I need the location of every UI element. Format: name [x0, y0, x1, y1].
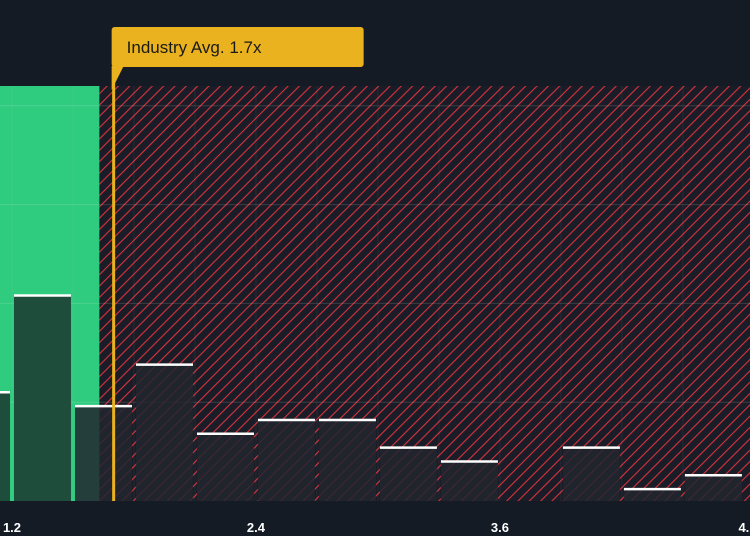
- histogram-bar: [135, 364, 193, 501]
- gridlines: [0, 86, 750, 501]
- histogram-bar: [379, 447, 437, 501]
- histogram-bars: [0, 294, 742, 501]
- histogram-bar: [196, 433, 254, 501]
- x-tick-label: 4.: [738, 520, 749, 535]
- histogram-bar: [14, 295, 71, 501]
- overvalued-region: [99, 86, 750, 501]
- histogram-bar: [0, 392, 10, 501]
- industry-average-label: Industry Avg. 1.7x: [127, 38, 262, 57]
- x-axis-ticks: 1.2 2.4 3.6 4.: [3, 520, 749, 535]
- histogram-bar: [440, 461, 498, 501]
- histogram-bar: [257, 419, 315, 501]
- histogram-bar: [684, 475, 742, 501]
- industry-average-callout-tail: [111, 66, 124, 90]
- x-tick-label: 3.6: [491, 520, 509, 535]
- industry-average-callout-box: [111, 27, 364, 67]
- histogram-bar: [74, 406, 132, 501]
- histogram-bar: [562, 447, 620, 501]
- x-tick-label: 1.2: [3, 520, 21, 535]
- histogram-bar: [318, 419, 376, 501]
- industry-average-callout: Industry Avg. 1.7x: [111, 27, 364, 90]
- x-tick-label: 2.4: [247, 520, 266, 535]
- histogram-bar: [623, 489, 681, 501]
